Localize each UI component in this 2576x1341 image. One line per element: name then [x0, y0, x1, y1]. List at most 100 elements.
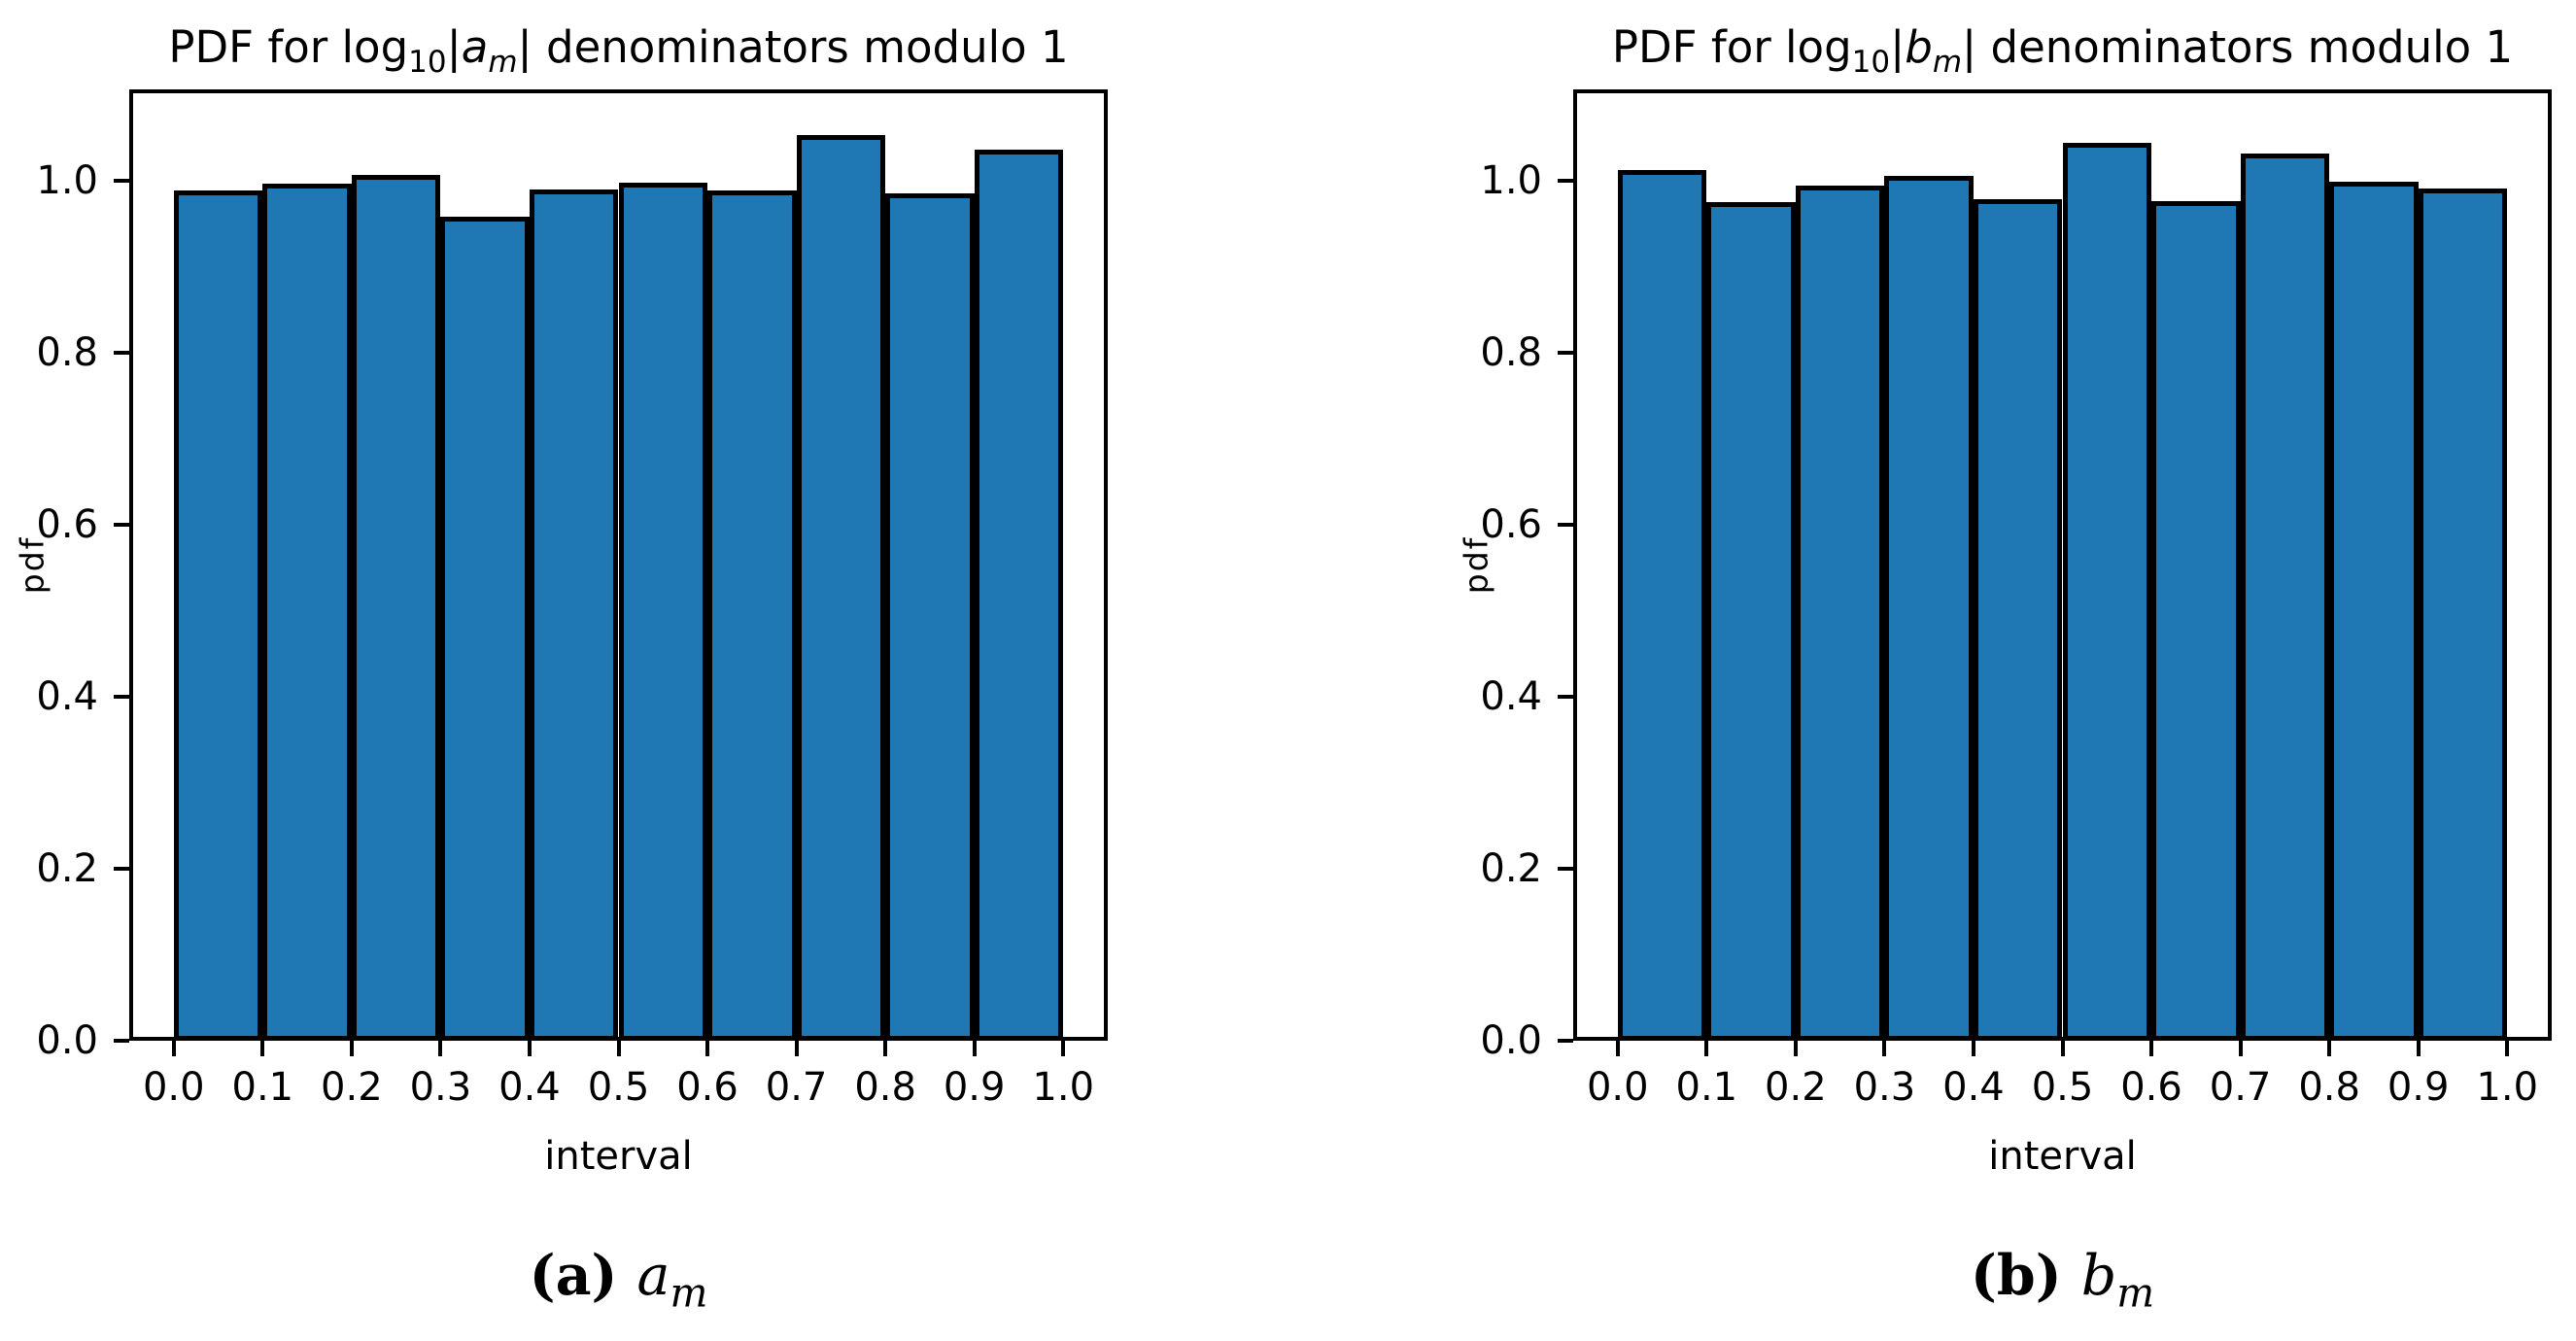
x-axis-label: interval — [544, 1134, 693, 1179]
histogram-bar — [974, 149, 1064, 1041]
bars — [1573, 89, 2552, 1041]
x-tick-label: 0.4 — [498, 1065, 561, 1110]
x-tick-label: 0.7 — [2209, 1065, 2272, 1110]
y-tick-label: 1.0 — [1480, 157, 1542, 203]
title-suffix: | denominators modulo 1 — [517, 21, 1069, 73]
y-axis-label-text: pdf — [1457, 535, 1495, 595]
histogram-bar — [1973, 199, 2063, 1041]
title-pipe-open: | — [446, 21, 462, 73]
y-tick-mark — [114, 350, 129, 355]
histogram-bar — [262, 184, 352, 1041]
x-tick-mark — [171, 1041, 176, 1056]
y-tick-mark — [1558, 866, 1573, 871]
x-tick-label: 0.6 — [2120, 1065, 2182, 1110]
histogram-bar — [1884, 176, 1974, 1041]
title-log-subscript: 10 — [1851, 45, 1891, 80]
x-tick-label: 0.7 — [765, 1065, 828, 1110]
x-tick-mark — [349, 1041, 354, 1056]
y-tick-label: 0.4 — [1480, 673, 1542, 719]
y-tick-label: 0.2 — [1480, 845, 1542, 891]
y-axis-label: pdf — [1453, 89, 1499, 1041]
x-tick-label: 0.5 — [2031, 1065, 2094, 1110]
title-variable-subscript: m — [1932, 45, 1963, 80]
x-tick-label: 0.9 — [2387, 1065, 2450, 1110]
title-variable: a — [461, 21, 489, 73]
title-prefix: PDF for log — [168, 21, 409, 73]
caption-variable-letter: a — [636, 1244, 670, 1308]
histogram-bar — [885, 193, 975, 1041]
y-tick-label: 0.8 — [1480, 329, 1542, 375]
histogram-bar — [2062, 142, 2152, 1041]
x-tick-mark — [1882, 1041, 1887, 1056]
x-tick-label: 0.1 — [1675, 1065, 1738, 1110]
x-tick-mark — [2060, 1041, 2065, 1056]
y-tick-mark — [1558, 1039, 1573, 1043]
y-tick-mark — [114, 1039, 129, 1043]
x-tick-mark — [705, 1041, 710, 1056]
caption-b: (b) bm — [1573, 1243, 2552, 1316]
title-pipe-open: | — [1890, 21, 1906, 73]
x-tick-mark — [616, 1041, 621, 1056]
x-tick-label: 0.6 — [676, 1065, 738, 1110]
y-tick-label: 0.6 — [1480, 501, 1542, 547]
x-tick-mark — [1793, 1041, 1798, 1056]
histogram-bar — [440, 217, 530, 1041]
histogram-bar — [618, 183, 708, 1041]
chart-title-b: PDF for log10|bm| denominators modulo 1 — [1612, 17, 2513, 92]
title-variable: b — [1905, 21, 1933, 73]
title-log-subscript: 10 — [408, 45, 447, 80]
y-tick-mark — [114, 522, 129, 527]
histogram-bar — [2240, 154, 2330, 1041]
caption-variable-letter: b — [2080, 1244, 2117, 1308]
histogram-bar — [2151, 201, 2241, 1041]
x-tick-mark — [1704, 1041, 1709, 1056]
x-tick-label: 1.0 — [2476, 1065, 2539, 1110]
x-tick-label: 1.0 — [1032, 1065, 1095, 1110]
histogram-bar — [529, 189, 619, 1041]
x-tick-mark — [2416, 1041, 2421, 1056]
x-tick-label: 0.2 — [321, 1065, 383, 1110]
y-tick-label: 0.0 — [1480, 1018, 1542, 1063]
y-tick-mark — [1558, 350, 1573, 355]
x-tick-label: 0.4 — [1942, 1065, 2005, 1110]
x-tick-mark — [1615, 1041, 1620, 1056]
x-tick-mark — [794, 1041, 799, 1056]
x-tick-mark — [972, 1041, 977, 1056]
caption-variable-subscript: m — [670, 1269, 708, 1317]
x-tick-label: 0.3 — [1853, 1065, 1916, 1110]
x-tick-mark — [1971, 1041, 1975, 1056]
x-tick-mark — [2149, 1041, 2154, 1056]
y-tick-mark — [1558, 522, 1573, 527]
x-tick-label: 0.0 — [142, 1065, 205, 1110]
caption-label: (b) — [1970, 1243, 2062, 1308]
y-tick-mark — [114, 178, 129, 183]
histogram-bar — [173, 189, 263, 1041]
x-tick-label: 0.2 — [1765, 1065, 1827, 1110]
y-tick-mark — [1558, 178, 1573, 183]
x-tick-label: 0.5 — [587, 1065, 650, 1110]
title-suffix: | denominators modulo 1 — [1962, 21, 2514, 73]
title-prefix: PDF for log — [1611, 21, 1852, 73]
x-axis-label: interval — [1988, 1134, 2137, 1179]
x-tick-label: 0.1 — [231, 1065, 294, 1110]
x-tick-label: 0.8 — [854, 1065, 916, 1110]
histogram-bar — [707, 189, 797, 1041]
caption-a: (a) am — [129, 1243, 1108, 1316]
x-tick-mark — [527, 1041, 532, 1056]
histogram-bar — [1795, 186, 1885, 1041]
caption-variable-subscript: m — [2116, 1269, 2155, 1317]
histogram-bar — [1706, 201, 1796, 1041]
histogram-bar — [1617, 170, 1707, 1041]
subfigure-b: PDF for log10|bm| denominators modulo 1 … — [1458, 21, 2552, 1316]
x-tick-mark — [260, 1041, 265, 1056]
title-variable-subscript: m — [488, 45, 518, 80]
x-tick-mark — [1061, 1041, 1066, 1056]
x-tick-mark — [2327, 1041, 2332, 1056]
histogram-bar — [2329, 181, 2419, 1041]
x-tick-label: 0.0 — [1586, 1065, 1649, 1110]
y-tick-mark — [114, 694, 129, 699]
caption-label: (a) — [529, 1243, 618, 1308]
x-tick-label: 0.9 — [943, 1065, 1006, 1110]
x-tick-mark — [2238, 1041, 2243, 1056]
